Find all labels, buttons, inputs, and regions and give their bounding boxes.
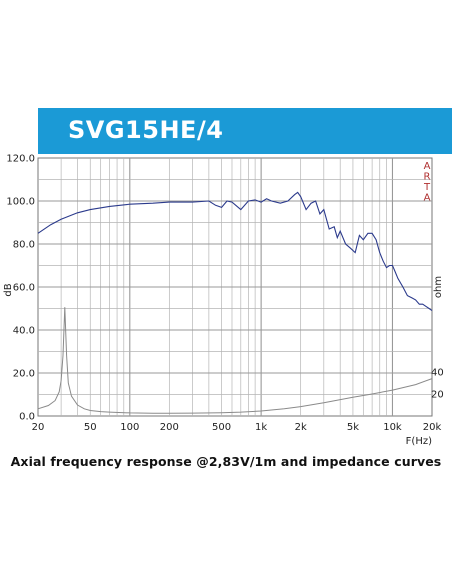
y-axis-label: dB — [3, 283, 14, 296]
title-banner: SVG15HE/4 — [38, 108, 452, 154]
y2-axis-label: ohm — [433, 276, 444, 298]
spl-curve — [37, 191, 433, 312]
y2-tick-label: 40 — [431, 367, 444, 378]
x-tick-label: 200 — [160, 422, 179, 433]
watermark-letter: R — [424, 172, 431, 183]
y-tick-label: 60.0 — [13, 283, 35, 294]
x-tick-label: 20k — [423, 422, 442, 433]
x-tick-label: 1k — [255, 422, 267, 433]
y-tick-label: 100.0 — [6, 197, 35, 208]
y2-tick-label: 20 — [431, 389, 444, 400]
watermark-letter: A — [424, 193, 431, 204]
x-tick-label: 2k — [295, 422, 307, 433]
x-tick-label: 10k — [383, 422, 402, 433]
y-tick-label: 120.0 — [6, 154, 35, 165]
chart-caption: Axial frequency response @2,83V/1m and i… — [10, 454, 442, 469]
chart-curves — [37, 191, 433, 414]
chart-labels: 0.0 20.0 40.0 60.0 80.0 100.0 120.0 dB 20 40 ohm 20… — [3, 154, 444, 448]
watermark-letter: A — [424, 161, 431, 172]
y-tick-label: 0.0 — [19, 412, 35, 423]
x-tick-label: 50 — [84, 422, 97, 433]
y-tick-label: 40.0 — [13, 326, 35, 337]
x-tick-label: 20 — [32, 422, 45, 433]
frequency-response-chart: 0.0 20.0 40.0 60.0 80.0 100.0 120.0 dB 20 40 ohm 20… — [3, 154, 444, 448]
y-tick-label: 20.0 — [13, 369, 35, 380]
watermark-letter: T — [423, 182, 431, 193]
y-tick-label: 80.0 — [13, 240, 35, 251]
chart-grid — [37, 157, 433, 417]
x-tick-label: 5k — [347, 422, 359, 433]
product-title: SVG15HE/4 — [68, 116, 224, 144]
x-axis-label: F(Hz) — [406, 436, 432, 447]
impedance-curve — [37, 307, 433, 414]
x-tick-label: 100 — [120, 422, 139, 433]
x-tick-label: 500 — [212, 422, 231, 433]
